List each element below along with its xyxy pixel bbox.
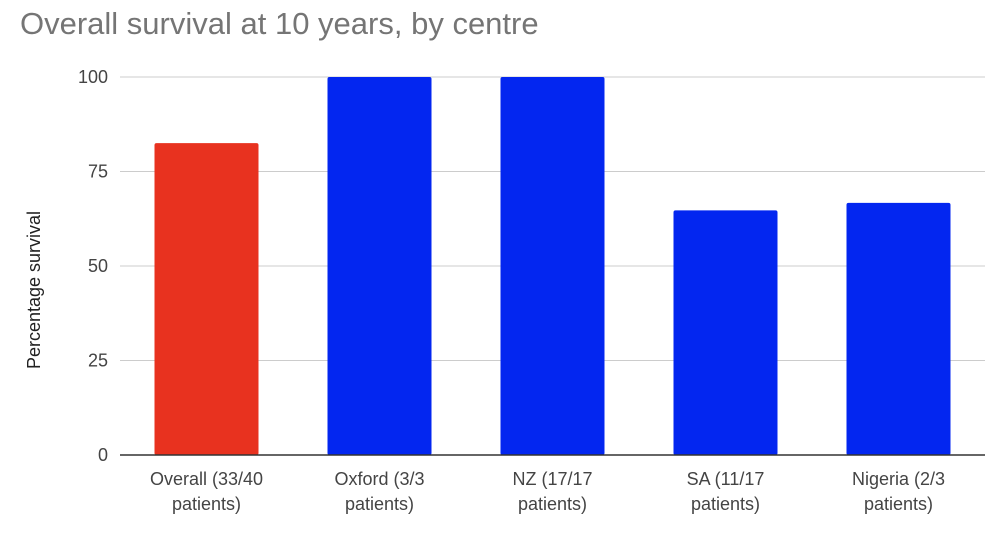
x-tick-label: patients) (345, 494, 414, 514)
bar (327, 77, 432, 455)
y-axis-ticks: 0 25 50 75 100 (78, 67, 108, 465)
x-axis-ticks: Overall (33/40 patients) Oxford (3/3 patien… (150, 469, 945, 514)
chart-title: Overall survival at 10 years, by centre (20, 6, 539, 41)
x-tick-label: Oxford (3/3 (334, 469, 424, 489)
bars (154, 77, 951, 455)
x-tick-label: Overall (33/40 (150, 469, 263, 489)
x-tick-label: patients) (691, 494, 760, 514)
x-tick-label: patients) (864, 494, 933, 514)
bar (673, 210, 778, 455)
y-axis-label: Percentage survival (24, 211, 44, 369)
x-tick-label: Nigeria (2/3 (852, 469, 945, 489)
x-tick-label: patients) (518, 494, 587, 514)
y-tick-label: 75 (88, 162, 108, 182)
y-tick-label: 50 (88, 256, 108, 276)
x-tick-label: patients) (172, 494, 241, 514)
y-tick-label: 25 (88, 351, 108, 371)
bar (154, 143, 259, 455)
bar (846, 202, 951, 455)
y-tick-label: 0 (98, 445, 108, 465)
bar (500, 77, 605, 455)
x-tick-label: SA (11/17 (687, 469, 765, 489)
y-tick-label: 100 (78, 67, 108, 87)
x-tick-label: NZ (17/17 (512, 469, 592, 489)
